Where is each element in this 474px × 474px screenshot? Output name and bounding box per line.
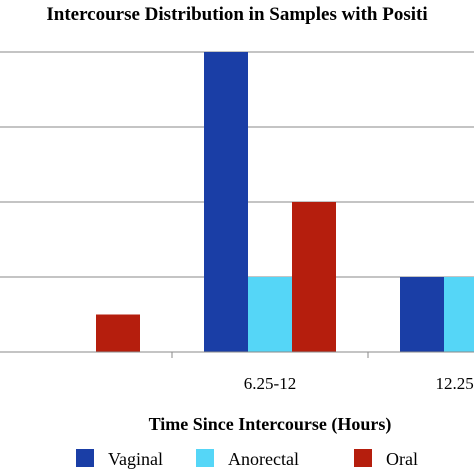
bar-oral-group-0 [96, 314, 140, 352]
legend: Vaginal Anorectal Oral [76, 449, 418, 469]
bars [96, 52, 474, 352]
bar-vaginal-6.25-12 [204, 52, 248, 352]
bar-oral-6.25-12 [292, 202, 336, 352]
chart-title: Intercourse Distribution in Samples with… [46, 4, 427, 25]
legend-swatch-anorectal [196, 449, 214, 467]
x-axis-label: Time Since Intercourse (Hours) [149, 414, 392, 435]
axes [0, 351, 474, 358]
legend-label-anorectal: Anorectal [228, 449, 299, 469]
bar-anorectal-6.25-12 [248, 277, 292, 352]
x-tick-label: 6.25-12 [244, 374, 296, 393]
legend-label-oral: Oral [386, 449, 418, 469]
legend-label-vaginal: Vaginal [108, 449, 163, 469]
legend-swatch-vaginal [76, 449, 94, 467]
bar-vaginal-12.25-18 [400, 277, 444, 352]
legend-swatch-oral [354, 449, 372, 467]
x-tick-labels: 6.25-12 12.25-18 [244, 374, 474, 393]
x-tick-label: 12.25-18 [436, 374, 474, 393]
bar-anorectal-12.25-18 [444, 277, 474, 352]
